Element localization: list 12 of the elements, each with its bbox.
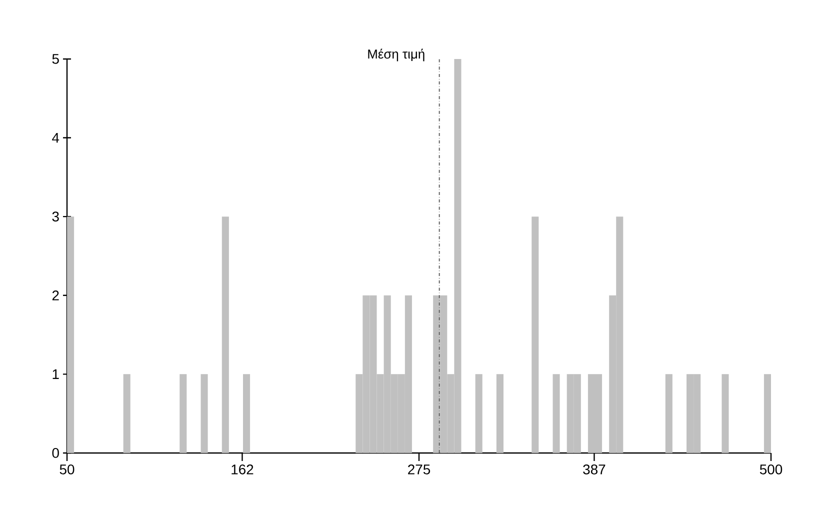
y-tick-label: 1 <box>52 369 59 379</box>
y-tick-label: 3 <box>52 212 59 222</box>
y-tick-label: 2 <box>52 290 59 300</box>
x-tick-label: 162 <box>232 464 254 474</box>
ref-line-label: Μέση τιμή <box>368 48 424 62</box>
x-tick-label: 50 <box>60 464 74 474</box>
y-tick-label: 5 <box>52 54 59 64</box>
x-tick-label: 275 <box>408 464 430 474</box>
x-tick-label: 387 <box>583 464 606 474</box>
y-tick-label: 0 <box>52 448 59 458</box>
y-tick-label: 4 <box>52 132 60 143</box>
x-tick-label: 500 <box>760 464 782 474</box>
